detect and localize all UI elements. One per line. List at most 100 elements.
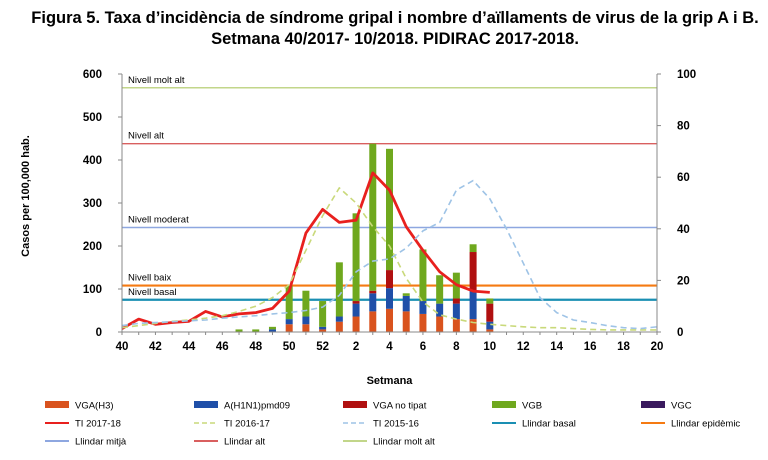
- x-tick-label: 46: [216, 341, 229, 353]
- x-tick-label: 4: [386, 341, 393, 353]
- bar-segment: [319, 329, 327, 332]
- bar-segment: [452, 298, 460, 304]
- legend-label: VGB: [522, 401, 542, 412]
- y-tick-label: 200: [83, 241, 102, 253]
- x-tick-label: 6: [420, 341, 426, 353]
- bar-segment: [436, 316, 444, 332]
- legend: VGA(H3) A(H1N1)pmd09 VGA no tipat VGB VGC TI …: [45, 401, 740, 448]
- y-tick-label: 600: [83, 69, 102, 81]
- bar-segment: [335, 321, 343, 332]
- bar-segment: [302, 290, 310, 317]
- y2-tick-label: 20: [677, 275, 690, 287]
- bar-segment: [469, 290, 477, 320]
- bar-segment: [419, 313, 427, 332]
- y-tick-label: 400: [83, 155, 102, 167]
- x-tick-label: 14: [550, 341, 563, 353]
- legend-swatch: [45, 401, 69, 408]
- bar-segment: [352, 316, 360, 332]
- y2-tick-label: 0: [677, 327, 683, 339]
- x-tick-label: 40: [116, 341, 129, 353]
- bar-segment: [436, 303, 444, 317]
- y-tick-label: 500: [83, 112, 102, 124]
- legend-label: VGA no tipat: [373, 401, 427, 412]
- bar-segment: [402, 311, 410, 332]
- y-tick-label: 300: [83, 198, 102, 210]
- x-tick-label: 44: [182, 341, 195, 353]
- bar-segment: [469, 319, 477, 332]
- legend-label: Llindar basal: [522, 419, 576, 430]
- bar-segment: [352, 303, 360, 317]
- incidence-line: [121, 187, 657, 331]
- bar-segment: [352, 301, 360, 304]
- bar-segment: [302, 324, 310, 332]
- x-tick-label: 16: [584, 341, 597, 353]
- legend-label: Llindar mitjà: [75, 437, 127, 448]
- incidence-lines: [121, 171, 658, 331]
- bar-segment: [252, 329, 260, 332]
- x-tick-label: 2: [353, 341, 359, 353]
- threshold-label: Nivell alt: [128, 131, 164, 142]
- bar-segment: [335, 262, 343, 317]
- bar-segment: [369, 293, 377, 312]
- bar-segment: [369, 311, 377, 332]
- bar-segment: [486, 329, 494, 332]
- legend-label: A(H1N1)pmd09: [224, 401, 290, 412]
- bar-segment: [469, 252, 477, 291]
- bar-stacks: [235, 143, 494, 332]
- bar-segment: [419, 249, 427, 302]
- bar-segment: [268, 329, 276, 332]
- y2-tick-label: 60: [677, 172, 690, 184]
- y-axis-title: Casos per 100,000 hab.: [20, 135, 32, 257]
- figure-title: Figura 5. Taxa d’incidència de síndrome …: [31, 9, 759, 48]
- threshold-label: Nivell molt alt: [128, 75, 185, 86]
- y2-tick-label: 40: [677, 224, 690, 236]
- legend-swatch: [641, 401, 665, 408]
- x-tick-label: 18: [617, 341, 630, 353]
- bar-segment: [319, 326, 327, 330]
- bar-segment: [369, 143, 377, 291]
- x-tick-label: 10: [483, 341, 496, 353]
- bar-segment: [285, 319, 293, 325]
- bar-segment: [285, 324, 293, 332]
- bar-segment: [386, 288, 393, 309]
- threshold-label: Nivell moderat: [128, 215, 189, 226]
- bar-segment: [452, 319, 460, 332]
- bar-segment: [486, 298, 494, 304]
- bar-segment: [302, 316, 310, 325]
- legend-label: Llindar molt alt: [373, 437, 435, 448]
- bar-segment: [285, 285, 293, 320]
- threshold-label: Nivell baix: [128, 273, 172, 284]
- x-tick-label: 12: [517, 341, 530, 353]
- legend-swatch: [194, 401, 218, 408]
- y-tick-label: 0: [96, 327, 102, 339]
- bar-segment: [386, 148, 393, 271]
- threshold-label: Nivell basal: [128, 287, 177, 298]
- legend-label: VGA(H3): [75, 401, 114, 412]
- bar-segment: [469, 244, 477, 253]
- bar-segment: [319, 301, 327, 327]
- bar-segment: [486, 321, 494, 330]
- x-axis-title: Setmana: [367, 375, 414, 387]
- bar-segment: [268, 326, 276, 330]
- bar-segment: [335, 316, 343, 322]
- x-tick-label: 8: [453, 341, 460, 353]
- bar-segment: [486, 303, 494, 322]
- x-tick-label: 52: [316, 341, 329, 353]
- legend-label: TI 2015-16: [373, 419, 419, 430]
- legend-label: Llindar epidèmic: [671, 419, 740, 430]
- bar-segment: [402, 295, 410, 312]
- bar-segment: [419, 301, 427, 314]
- legend-swatch: [343, 401, 367, 408]
- bar-segment: [436, 275, 444, 304]
- x-tick-label: 50: [283, 341, 296, 353]
- bar-segment: [386, 270, 393, 289]
- legend-label: VGC: [671, 401, 692, 412]
- y2-tick-label: 100: [677, 69, 696, 81]
- x-tick-label: 48: [249, 341, 262, 353]
- legend-label: TI 2017-18: [75, 419, 121, 430]
- legend-swatch: [492, 401, 516, 408]
- y-tick-label: 100: [83, 284, 102, 296]
- bar-segment: [402, 293, 410, 296]
